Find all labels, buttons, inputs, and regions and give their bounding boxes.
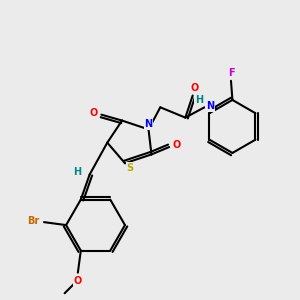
Text: N: N [145, 119, 153, 129]
Text: O: O [74, 276, 82, 286]
Text: H: H [195, 95, 203, 105]
Text: Br: Br [28, 216, 40, 226]
Text: F: F [228, 68, 234, 78]
Text: O: O [190, 83, 198, 93]
Text: O: O [172, 140, 181, 150]
Text: O: O [90, 108, 98, 118]
Text: H: H [73, 167, 81, 177]
Text: N: N [206, 101, 214, 111]
Text: S: S [127, 163, 134, 173]
